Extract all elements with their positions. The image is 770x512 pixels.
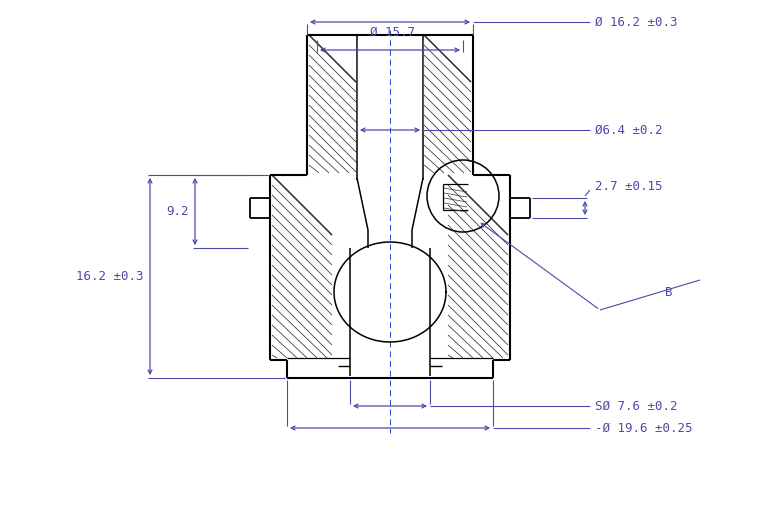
Text: -Ø 19.6 ±0.25: -Ø 19.6 ±0.25 — [595, 421, 692, 435]
Text: Ø 15.7: Ø 15.7 — [370, 26, 416, 39]
Text: Ø6.4 ±0.2: Ø6.4 ±0.2 — [595, 123, 662, 137]
Text: 2.7 ±0.15: 2.7 ±0.15 — [595, 181, 662, 194]
Text: 9.2: 9.2 — [166, 205, 189, 218]
Text: 16.2 ±0.3: 16.2 ±0.3 — [76, 270, 144, 283]
Text: Ø 16.2 ±0.3: Ø 16.2 ±0.3 — [595, 15, 678, 29]
Text: SØ 7.6 ±0.2: SØ 7.6 ±0.2 — [595, 399, 678, 413]
Text: B: B — [665, 286, 672, 298]
